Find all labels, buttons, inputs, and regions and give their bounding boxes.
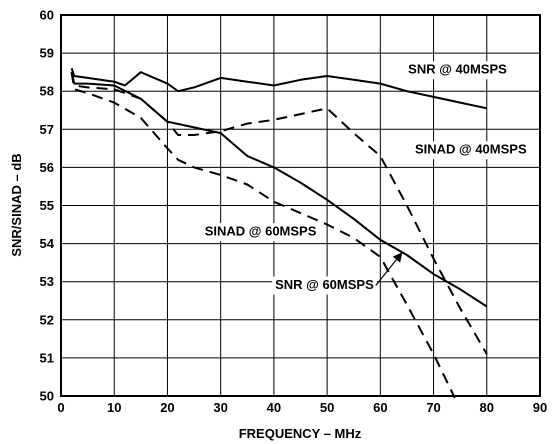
y-tick-label-60: 60: [40, 8, 54, 23]
x-tick-label-20: 20: [160, 400, 174, 415]
y-tick-label-53: 53: [40, 274, 54, 289]
x-tick-label-90: 90: [533, 400, 547, 415]
x-tick-label-30: 30: [213, 400, 227, 415]
series-label-snr-40msps: SNR @ 40MSPS: [408, 62, 507, 77]
x-tick-label-40: 40: [267, 400, 281, 415]
x-tick-label-0: 0: [57, 400, 64, 415]
series-label-background-snr-60msps: [272, 276, 377, 295]
y-tick-label-59: 59: [40, 46, 54, 61]
y-tick-label-50: 50: [40, 389, 54, 404]
y-tick-labels: 50 51 52 53 54 55 56 57 58 59 60: [40, 8, 55, 404]
x-tick-label-50: 50: [320, 400, 334, 415]
plot-frame: [60, 14, 541, 397]
series-labels: SNR @ 40MSPS SINAD @ 40MSPS SINAD @ 60MSPS…: [201, 61, 530, 295]
x-tick-label-80: 80: [480, 400, 494, 415]
series-lines: [70, 67, 488, 399]
y-tick-label-52: 52: [40, 312, 54, 327]
snr-60msps-arrow: [375, 252, 403, 286]
series-label-background-sinad-40msps: [411, 141, 530, 160]
x-tick-label-60: 60: [373, 400, 387, 415]
x-tick-label-10: 10: [107, 400, 121, 415]
x-tick-labels: 0 10 20 30 40 50 60 70 80 90: [57, 400, 547, 415]
series-line-sinad-40msps: [70, 72, 488, 355]
y-tick-label-54: 54: [40, 236, 55, 251]
grid-lines: [61, 15, 540, 396]
series-label-snr-60msps: SNR @ 60MSPS: [275, 277, 374, 292]
y-tick-label-55: 55: [40, 198, 54, 213]
x-tick-label-70: 70: [426, 400, 440, 415]
y-tick-label-58: 58: [40, 84, 54, 99]
series-label-background-snr-40msps: [405, 61, 510, 80]
y-tick-label-51: 51: [40, 350, 54, 365]
x-axis-title: FREQUENCY – MHz: [239, 426, 362, 441]
series-line-snr-40msps: [70, 67, 488, 110]
series-line-sinad-60msps: [70, 72, 456, 399]
series-label-sinad-40msps: SINAD @ 40MSPS: [415, 142, 527, 157]
series-label-sinad-60msps: SINAD @ 60MSPS: [205, 224, 317, 239]
series-label-background-sinad-60msps: [201, 223, 320, 242]
y-axis-title: SNR/SINAD – dB: [9, 153, 24, 256]
y-tick-label-57: 57: [40, 122, 54, 137]
y-tick-label-56: 56: [40, 160, 54, 175]
series-line-snr-60msps: [70, 71, 488, 308]
